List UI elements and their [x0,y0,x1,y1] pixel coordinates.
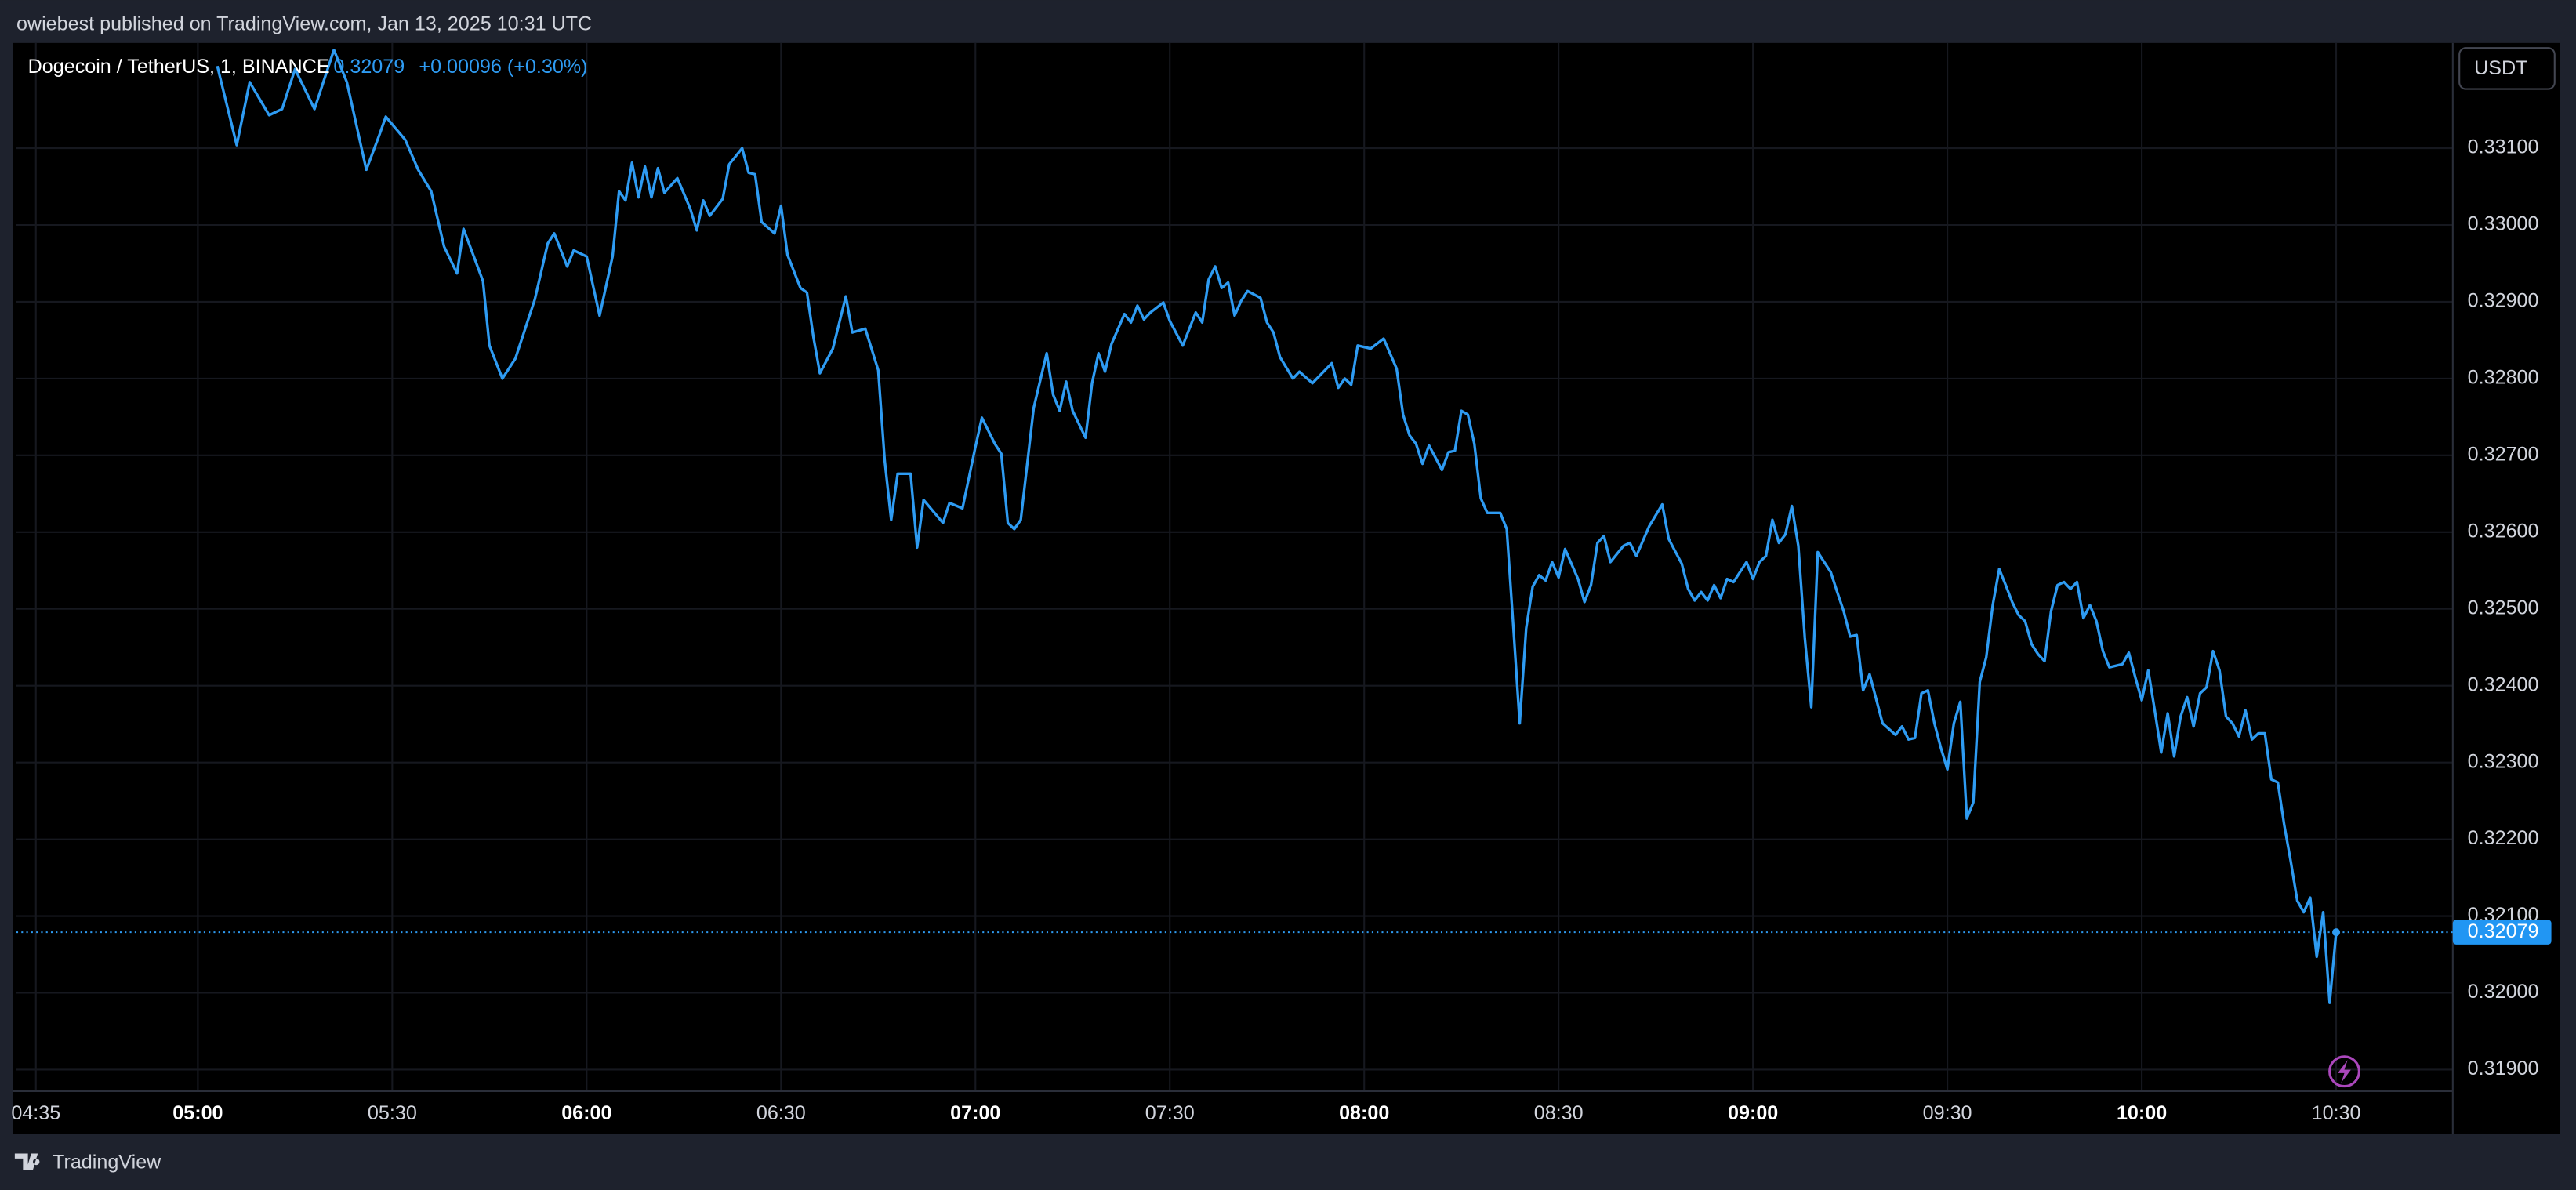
x-tick-label: 09:30 [1923,1102,1972,1124]
y-tick-label: 0.32900 [2468,290,2539,312]
y-tick-label: 0.32600 [2468,520,2539,542]
x-tick-label: 05:00 [172,1102,223,1124]
x-tick-label: 08:00 [1339,1102,1389,1124]
y-tick-label: 0.32800 [2468,367,2539,389]
y-tick-label: 0.32700 [2468,443,2539,465]
x-tick-label: 10:30 [2312,1102,2361,1124]
last-price-tag-label: 0.32079 [2468,920,2539,942]
x-tick-label: 10:00 [2117,1102,2167,1124]
y-tick-label: 0.32300 [2468,750,2539,772]
price-line [216,49,2338,1004]
x-tick-label: 09:00 [1728,1102,1778,1124]
y-tick-label: 0.32400 [2468,673,2539,695]
event-icon-bolt [2338,1060,2351,1083]
currency-label[interactable]: USDT [2474,57,2527,79]
brand-name: TradingView [53,1152,161,1174]
x-tick-label: 06:00 [561,1102,611,1124]
chart-area [13,42,2560,1134]
y-tick-label: 0.33000 [2468,213,2539,235]
y-tick-label: 0.33100 [2468,136,2539,158]
price-change: +0.00096 (+0.30%) [419,56,587,78]
y-tick-label: 0.32200 [2468,827,2539,849]
x-tick-label: 04:35 [11,1102,60,1124]
x-tick-label: 05:30 [368,1102,417,1124]
publish-header: owiebest published on TradingView.com, J… [16,13,592,34]
y-tick-label: 0.31900 [2468,1058,2539,1079]
y-tick-label: 0.32500 [2468,597,2539,619]
x-tick-label: 08:30 [1534,1102,1584,1124]
brand-logo [14,1153,40,1170]
x-tick-label: 07:00 [950,1102,1000,1124]
y-tick-label: 0.32000 [2468,981,2539,1003]
currency-button[interactable] [2458,47,2556,90]
plot [16,49,2453,1004]
axes: 0.319000.320000.321000.322000.323000.324… [11,136,2552,1124]
grid [16,42,2453,1091]
event-icon[interactable] [2328,1055,2360,1088]
last-point [2332,928,2341,937]
last-price-tag [2452,920,2552,945]
symbol-title: Dogecoin / TetherUS, 1, BINANCE [28,56,330,78]
x-tick-label: 07:30 [1145,1102,1195,1124]
x-tick-label: 06:30 [756,1102,806,1124]
last-price: 0.32079 [333,56,405,78]
